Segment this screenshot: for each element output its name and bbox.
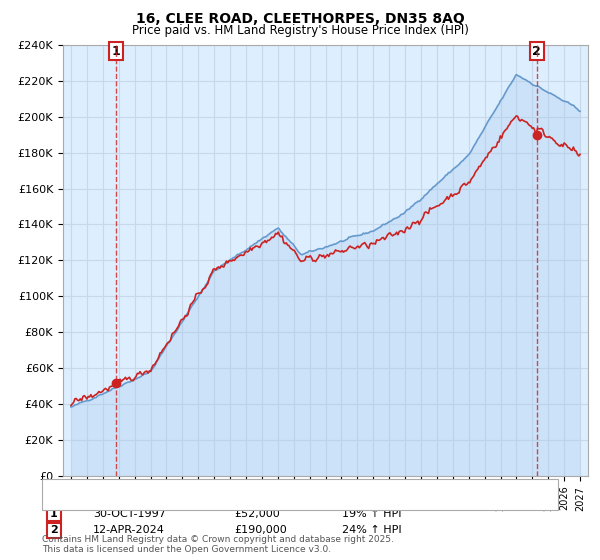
Text: 2: 2: [532, 45, 541, 58]
Text: 1: 1: [50, 508, 58, 519]
Text: 19% ↑ HPI: 19% ↑ HPI: [342, 508, 401, 519]
Text: 2: 2: [50, 525, 58, 535]
Text: £52,000: £52,000: [234, 508, 280, 519]
Text: 30-OCT-1997: 30-OCT-1997: [93, 508, 166, 519]
Text: Contains HM Land Registry data © Crown copyright and database right 2025.
This d: Contains HM Land Registry data © Crown c…: [42, 535, 394, 554]
Text: 1: 1: [112, 45, 121, 58]
Text: HPI: Average price, semi-detached house, North East Lincolnshire: HPI: Average price, semi-detached house,…: [90, 497, 433, 507]
Text: 16, CLEE ROAD, CLEETHORPES, DN35 8AQ (semi-detached house): 16, CLEE ROAD, CLEETHORPES, DN35 8AQ (se…: [90, 482, 436, 492]
Text: 24% ↑ HPI: 24% ↑ HPI: [342, 525, 401, 535]
Text: 12-APR-2024: 12-APR-2024: [93, 525, 165, 535]
Text: £190,000: £190,000: [234, 525, 287, 535]
Text: Price paid vs. HM Land Registry's House Price Index (HPI): Price paid vs. HM Land Registry's House …: [131, 24, 469, 37]
Text: 16, CLEE ROAD, CLEETHORPES, DN35 8AQ: 16, CLEE ROAD, CLEETHORPES, DN35 8AQ: [136, 12, 464, 26]
